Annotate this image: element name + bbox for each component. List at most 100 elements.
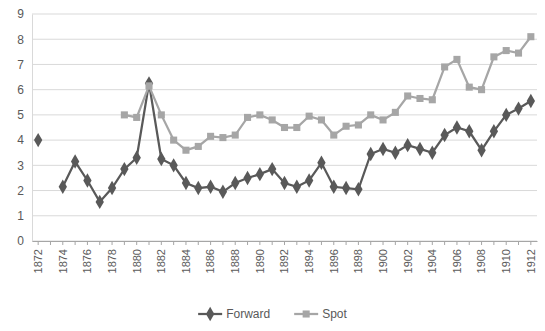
x-tick-label: 1882 bbox=[155, 249, 167, 273]
y-tick: 3 bbox=[17, 159, 32, 173]
series-marker bbox=[367, 111, 374, 118]
series-marker bbox=[330, 180, 338, 194]
x-tick-mark bbox=[506, 241, 507, 245]
series-marker bbox=[330, 132, 337, 139]
series-marker bbox=[317, 156, 325, 170]
x-tick-mark bbox=[407, 241, 408, 245]
series-marker bbox=[391, 146, 399, 160]
series-marker bbox=[269, 116, 276, 123]
series-marker bbox=[219, 134, 226, 141]
x-tick-mark bbox=[124, 241, 125, 245]
x-tick-mark bbox=[87, 241, 88, 245]
x-tick-mark bbox=[518, 241, 519, 245]
x-tick: 1912 bbox=[525, 241, 537, 273]
x-tick-label: 1872 bbox=[32, 249, 44, 273]
x-tick-mark bbox=[296, 241, 297, 245]
legend-item: Spot bbox=[294, 307, 347, 321]
x-tick: 1890 bbox=[254, 241, 266, 273]
x-tick bbox=[124, 241, 125, 245]
series-marker bbox=[367, 147, 375, 161]
series-marker bbox=[293, 124, 300, 131]
series-marker bbox=[281, 124, 288, 131]
series-marker bbox=[416, 95, 423, 102]
series-line bbox=[63, 83, 531, 202]
series-marker bbox=[379, 142, 387, 156]
x-tick-mark bbox=[444, 241, 445, 245]
series-marker bbox=[343, 123, 350, 130]
x-tick-mark bbox=[50, 241, 51, 245]
series-0 bbox=[34, 76, 535, 209]
series-marker bbox=[207, 133, 214, 140]
y-tick-label: 1 bbox=[17, 209, 24, 223]
series-marker bbox=[34, 133, 42, 147]
x-tick bbox=[75, 241, 76, 245]
series-marker bbox=[59, 180, 67, 194]
series-marker bbox=[355, 121, 362, 128]
series-marker bbox=[477, 143, 485, 157]
series-marker bbox=[133, 151, 141, 165]
x-tick: 1882 bbox=[155, 241, 167, 273]
legend-item: Forward bbox=[198, 307, 270, 321]
series-marker bbox=[182, 147, 189, 154]
x-tick-mark bbox=[210, 241, 211, 245]
x-tick-mark bbox=[395, 241, 396, 245]
grid-line bbox=[32, 215, 537, 216]
grid-line bbox=[32, 165, 537, 166]
series-line bbox=[124, 37, 530, 151]
x-tick-mark bbox=[161, 241, 162, 245]
x-tick bbox=[272, 241, 273, 245]
series-marker bbox=[96, 195, 104, 209]
series-marker bbox=[404, 138, 412, 152]
x-tick-label: 1886 bbox=[204, 249, 216, 273]
x-tick-label: 1892 bbox=[278, 249, 290, 273]
grid-line bbox=[32, 39, 537, 40]
x-tick bbox=[321, 241, 322, 245]
x-tick-mark bbox=[136, 241, 137, 245]
x-tick bbox=[395, 241, 396, 245]
y-tick: 0 bbox=[17, 234, 32, 248]
grid-line bbox=[32, 14, 537, 15]
x-tick bbox=[346, 241, 347, 245]
series-marker bbox=[342, 181, 350, 195]
series-marker bbox=[219, 185, 227, 199]
series-marker bbox=[380, 116, 387, 123]
x-tick-mark bbox=[259, 241, 260, 245]
series-marker bbox=[514, 101, 522, 115]
x-tick-label: 1904 bbox=[426, 249, 438, 273]
y-tick: 6 bbox=[17, 83, 32, 97]
series-marker bbox=[318, 116, 325, 123]
series-marker bbox=[206, 180, 214, 194]
series-marker bbox=[440, 128, 448, 142]
x-tick: 1892 bbox=[278, 241, 290, 273]
grid bbox=[32, 14, 537, 241]
x-tick: 1886 bbox=[204, 241, 216, 273]
chart: 0123456789187218741876187818801882188418… bbox=[0, 0, 545, 331]
series-marker bbox=[354, 182, 362, 196]
x-tick-mark bbox=[456, 241, 457, 245]
series-marker bbox=[256, 111, 263, 118]
x-tick bbox=[247, 241, 248, 245]
x-tick-mark bbox=[272, 241, 273, 245]
x-tick-label: 1896 bbox=[328, 249, 340, 273]
x-tick-mark bbox=[149, 241, 150, 245]
series-marker bbox=[416, 142, 424, 156]
x-tick: 1900 bbox=[377, 241, 389, 273]
x-tick bbox=[149, 241, 150, 245]
series-marker bbox=[453, 56, 460, 63]
series-marker bbox=[71, 154, 79, 168]
y-tick-label: 4 bbox=[17, 133, 24, 147]
grid-line bbox=[32, 190, 537, 191]
series-marker bbox=[478, 86, 485, 93]
x-tick-mark bbox=[346, 241, 347, 245]
series-marker bbox=[170, 137, 177, 144]
y-axis-line bbox=[32, 15, 33, 242]
series-marker bbox=[392, 109, 399, 116]
x-tick-mark bbox=[198, 241, 199, 245]
series-marker bbox=[108, 181, 116, 195]
x-tick-mark bbox=[112, 241, 113, 245]
x-tick: 1908 bbox=[475, 241, 487, 273]
x-tick: 1888 bbox=[229, 241, 241, 273]
series-marker bbox=[305, 173, 313, 187]
x-tick-mark bbox=[99, 241, 100, 245]
x-tick-mark bbox=[75, 241, 76, 245]
